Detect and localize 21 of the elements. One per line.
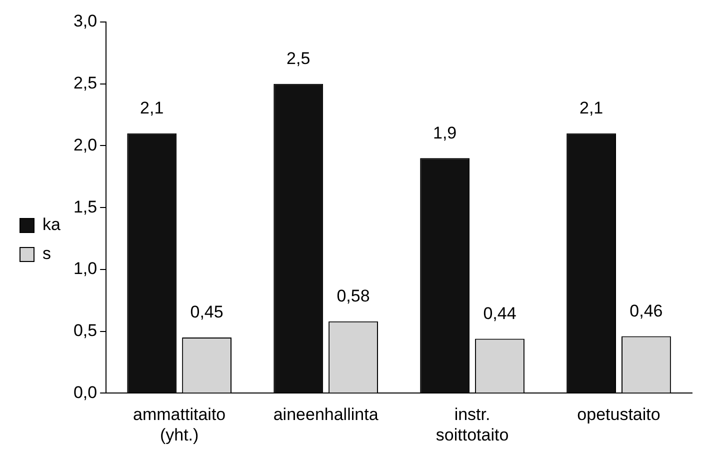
x-tick-label: ammattitaito (yht.) [133,405,226,444]
data-label: 2,5 [286,49,310,68]
data-label: 2,1 [579,98,604,118]
x-tick-label: instr. soittotaito [436,405,509,444]
data-label: 1,9 [433,123,457,142]
y-tick-label: 3,0 [73,12,98,31]
data-label: 0,46 [630,301,663,320]
y-tick-label: 0,5 [73,321,98,340]
y-tick-label: 2,0 [73,135,98,154]
y-tick-label: 1,5 [73,197,98,216]
y-tick-label: 1,0 [73,259,98,278]
legend-label: s [42,244,51,264]
data-label: 0,44 [483,304,516,323]
x-tick-label: aineenhallinta [273,405,379,424]
data-label: 2,1 [140,98,164,118]
legend-label: ka [42,215,61,234]
y-tick-label: 2,5 [73,74,98,93]
data-label: 0,58 [336,286,370,306]
data-label: 0,45 [190,302,224,322]
x-tick-label: opetustaito [577,405,660,424]
y-tick-label: 0,0 [73,382,98,402]
